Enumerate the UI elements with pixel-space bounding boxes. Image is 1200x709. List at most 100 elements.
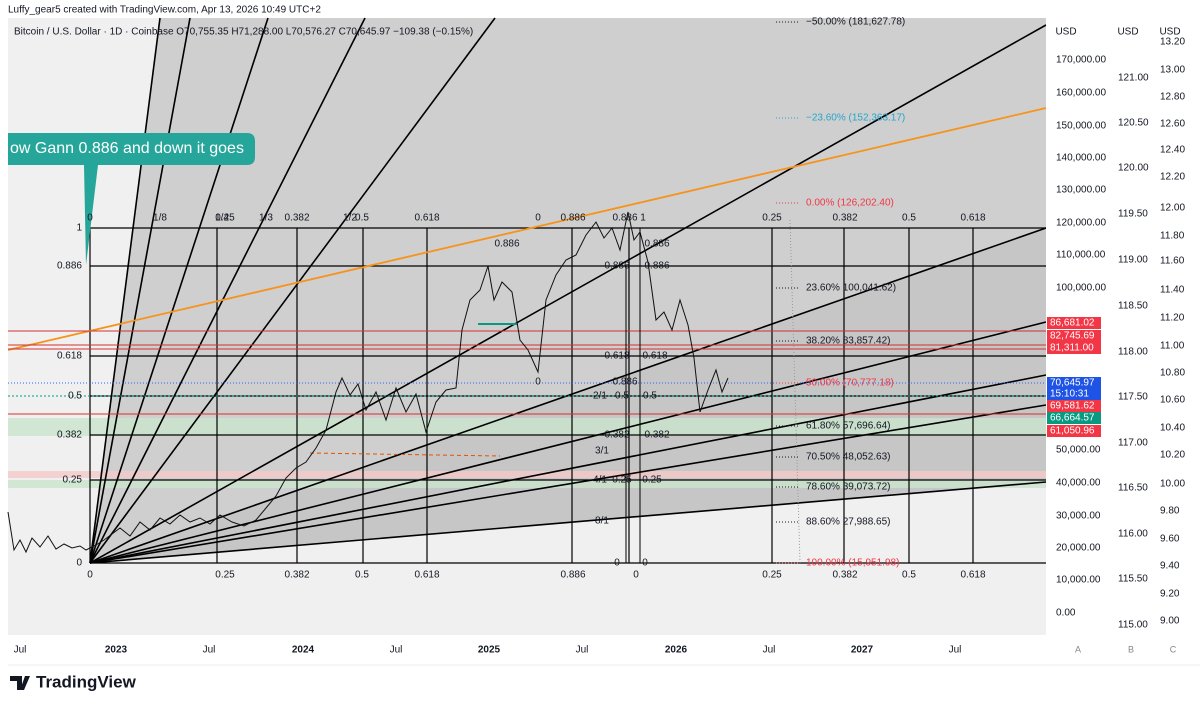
right-tick: 9.60 [1160, 534, 1180, 545]
mid-tick: 115.50 [1118, 574, 1148, 585]
price-tag-text: 69,581.62 [1050, 401, 1095, 412]
gann-fan [89, 17, 1047, 564]
gann-top-label: 0.25 [762, 213, 782, 224]
scale-button[interactable]: B [1128, 644, 1134, 654]
author-line: Luffy_gear5 created with TradingView.com… [8, 5, 321, 16]
callout-text: ow Gann 0.886 and down it goes [10, 140, 244, 157]
gann-top-label: 0.382 [832, 213, 857, 224]
mid-tick: 116.50 [1118, 483, 1148, 494]
gann-level: 0.382 [57, 430, 82, 441]
usd-tick: 100,000.00 [1056, 283, 1106, 294]
price-tag-text: 61,050.96 [1050, 426, 1095, 437]
usd-tick: 10,000.00 [1056, 575, 1101, 586]
gann-bottom-label: 0.382 [284, 570, 309, 581]
fib-label: 23.60% 100,041.62) [806, 283, 896, 294]
gann-bottom-label: 0.618 [960, 570, 985, 581]
right-tick: 9.00 [1160, 616, 1180, 627]
gann-inner-label: 0.25 [612, 475, 632, 486]
gann-top-label: 1 [640, 213, 646, 224]
logo-mark [10, 676, 30, 690]
scale-button[interactable]: C [1170, 644, 1177, 654]
price-tag-text: 70,645.97 [1050, 378, 1095, 389]
footer-logo: TradingView [36, 672, 137, 691]
mid-tick: 119.00 [1118, 255, 1148, 266]
usd-tick: 120,000.00 [1056, 218, 1106, 229]
gann-top-label: 1/3 [259, 213, 273, 224]
zone-band [8, 480, 1046, 488]
gann-bottom-label: 0.5 [355, 570, 369, 581]
gann-bottom-label: 0.5 [902, 570, 916, 581]
gann-bottom-label: 0 [87, 570, 93, 581]
gann-top-label: 0.5 [902, 213, 916, 224]
gann-inner-label: 3/1 [595, 446, 609, 457]
price-tag-text: 15:10:31 [1050, 389, 1089, 400]
gann-top-label: 0 [87, 213, 93, 224]
right-tick: 10.60 [1160, 395, 1185, 406]
price-tag [1047, 412, 1101, 424]
gann-inner-label: 0.886 [494, 239, 519, 250]
time-tick: Jul [14, 645, 27, 656]
gann-inner-label: 0.886 [644, 261, 669, 272]
gann-top-label: 0.618 [960, 213, 985, 224]
gann-level: 1 [76, 223, 82, 234]
gann-top-label: 0.382 [284, 213, 309, 224]
right-tick: 9.20 [1160, 589, 1180, 600]
right-tick: 10.80 [1160, 368, 1185, 379]
time-tick: 2024 [292, 645, 315, 656]
fib-label: 78.60% 39,073.72) [806, 482, 891, 493]
right-tick: 10.40 [1160, 423, 1185, 434]
usd-tick: 20,000.00 [1056, 543, 1101, 554]
price-tag [1047, 400, 1101, 412]
price-tag-text: 82,745.69 [1050, 331, 1095, 342]
gann-inner-label: 0.25 [642, 475, 662, 486]
mid-tick: 117.00 [1118, 438, 1148, 449]
time-tick: 2025 [478, 645, 501, 656]
price-tag [1047, 342, 1101, 354]
right-tick: 11.00 [1160, 341, 1185, 352]
mid-tick: 120.00 [1118, 163, 1149, 174]
price-tag-text: 66,664.57 [1050, 413, 1095, 424]
gann-top-label: 0 [535, 213, 541, 224]
usd-tick: 170,000.00 [1056, 55, 1106, 66]
price-tag [1047, 377, 1101, 389]
time-tick: Jul [576, 645, 589, 656]
usd-tick: 130,000.00 [1056, 185, 1106, 196]
right-tick: 9.40 [1160, 561, 1180, 572]
fib-label: 61.80% 57,696.64) [806, 421, 891, 432]
scale-button[interactable]: A [1075, 644, 1081, 654]
right-tick: 11.80 [1160, 231, 1185, 242]
right-tick: 12.20 [1160, 172, 1185, 183]
right-tick: 11.20 [1160, 313, 1185, 324]
usd-tick: 160,000.00 [1056, 88, 1106, 99]
right-tick: 11.40 [1160, 285, 1185, 296]
right-tick: 12.80 [1160, 92, 1185, 103]
axis-unit: USD [1117, 27, 1138, 38]
axis-unit: USD [1159, 27, 1180, 38]
gann-top-label: 0.25 [215, 213, 235, 224]
gann-level: 0.5 [68, 391, 82, 402]
gann-inner-label: 2/1 [593, 391, 607, 402]
gann-top-label: 1/4 [215, 213, 229, 224]
gann-inner-label: 0 [642, 558, 648, 569]
gann-inner-label: 0.5 [643, 391, 657, 402]
mid-tick: 116.00 [1118, 529, 1148, 540]
gann-bottom-label: 0.25 [762, 570, 782, 581]
gann-level: 0 [76, 558, 82, 569]
gann-inner-label: 4/1 [593, 475, 607, 486]
callout-box[interactable] [8, 133, 255, 265]
time-tick: Jul [763, 645, 776, 656]
gann-bottom-label: 0 [633, 570, 639, 581]
mid-tick: 118.00 [1118, 347, 1148, 358]
time-tick: Jul [203, 645, 216, 656]
time-tick: 2026 [665, 645, 688, 656]
right-tick: 11.60 [1160, 256, 1185, 267]
usd-tick: 40,000.00 [1056, 478, 1101, 489]
fib-label: 50.00% (70,777.18) [806, 378, 894, 389]
gann-inner-label: 0.382 [604, 430, 629, 441]
mid-tick: 120.50 [1118, 118, 1149, 129]
time-tick: Jul [390, 645, 403, 656]
trend-line [7, 107, 1047, 351]
gann-bottom-label: 0.618 [414, 570, 439, 581]
price-tag-text: 86,681.02 [1050, 318, 1095, 329]
usd-tick: 30,000.00 [1056, 511, 1101, 522]
